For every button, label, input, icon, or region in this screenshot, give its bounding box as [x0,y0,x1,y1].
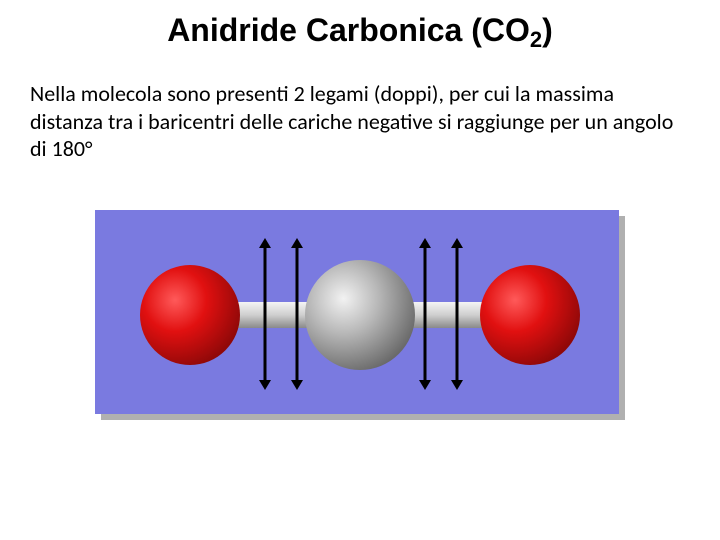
slide-title: Anidride Carbonica (CO2) [0,12,720,49]
slide: Anidride Carbonica (CO2) Nella molecola … [0,0,720,540]
body-paragraph: Nella molecola sono presenti 2 legami (d… [30,80,690,163]
molecule-diagram [95,210,625,420]
title-text-suffix: ) [542,12,553,48]
molecule-svg [95,210,625,420]
title-text-prefix: Anidride Carbonica (CO [167,12,530,48]
title-subscript: 2 [530,27,542,52]
